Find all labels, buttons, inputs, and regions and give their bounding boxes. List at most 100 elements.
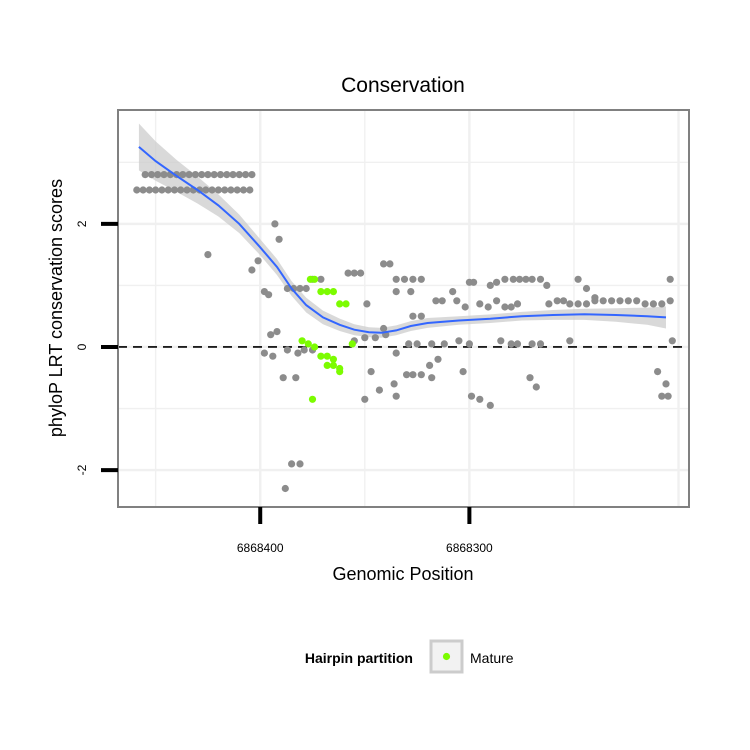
point-mature [304,340,312,348]
point-other [288,460,296,468]
point-other [608,297,616,305]
point-other [484,303,492,311]
point-mature [317,288,325,296]
legend-title: Hairpin partition [305,650,413,666]
point-other [403,371,411,379]
point-mature [329,361,337,369]
point-other [566,337,574,345]
point-other [177,186,185,194]
point-other [221,186,229,194]
point-other [476,300,484,308]
point-other [476,395,484,403]
point-other [210,171,218,179]
point-other [164,186,172,194]
point-other [501,275,509,283]
point-mature [329,355,337,363]
point-other [417,312,425,320]
point-other [559,297,568,305]
point-other [413,340,421,348]
point-other [668,337,676,345]
point-other [269,352,277,360]
point-other [426,361,434,369]
chart-title: Conservation [341,74,465,97]
point-other [214,186,222,194]
point-other [654,368,662,376]
point-other [666,297,674,305]
point-other [380,260,388,268]
point-other [344,269,352,277]
point-other [459,368,467,376]
point-other [185,171,193,179]
point-other [273,328,281,336]
point-other [599,297,607,305]
point-other [400,275,409,283]
legend-key-mature-dot [442,652,451,661]
point-other [198,171,206,179]
x-axis-label: Genomic Position [332,564,473,584]
x-tick-label: 6868300 [446,541,493,555]
point-other [265,291,273,299]
point-mature [298,337,306,345]
point-other [152,186,160,194]
point-other [461,303,469,311]
y-tick-label: 0 [75,343,89,350]
point-other [275,235,283,243]
point-other [317,275,325,283]
point-other [513,300,522,308]
point-other [493,278,501,286]
point-other [666,275,674,283]
point-other [242,171,250,179]
point-other [536,275,545,283]
point-other [279,374,287,382]
point-other [526,374,534,382]
point-other [507,340,515,348]
point-other [662,380,670,388]
point-other [294,349,302,357]
x-axis: 6868400 6868300 [237,507,493,555]
point-other [380,324,388,333]
point-other [470,278,478,286]
point-mature [317,352,325,360]
point-other [432,297,440,305]
point-other [582,284,591,293]
point-other [417,371,425,379]
point-mature [308,395,317,403]
scatter-points [133,171,676,493]
point-other [296,284,304,293]
point-other [497,337,505,345]
point-other [145,186,153,194]
point-other [208,186,216,194]
point-other [260,349,268,357]
point-other [147,171,156,179]
point-other [302,284,310,293]
point-other [361,334,369,342]
point-other [513,340,522,348]
point-other [409,312,417,320]
point-other [509,275,517,283]
point-other [434,355,442,363]
point-other [158,186,166,194]
point-other [532,383,540,391]
point-other [522,275,530,283]
x-tick-label: 6868400 [237,541,284,555]
point-mature [323,361,331,369]
point-other [292,374,300,382]
point-mature [348,340,356,348]
point-other [405,340,413,348]
point-other [271,220,279,228]
point-other [300,346,308,354]
point-other [486,401,494,409]
point-other [409,275,417,283]
point-other [440,340,448,348]
point-other [267,331,275,339]
point-other [528,275,536,283]
point-other [409,371,417,379]
smooth-line [138,146,667,334]
point-other [204,171,212,179]
point-other [233,186,241,194]
point-other [363,300,371,308]
point-other [390,380,398,388]
point-other [486,281,494,289]
point-other [296,460,304,468]
